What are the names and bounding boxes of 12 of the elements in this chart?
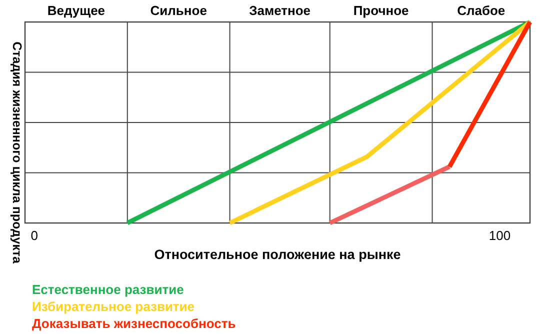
text: Естественное развитие xyxy=(32,282,184,297)
text: Слабое xyxy=(457,3,506,18)
text: Сильное xyxy=(150,3,207,18)
text: Доказывать жизнеспособность xyxy=(32,316,236,331)
text: Прочное xyxy=(353,3,409,18)
text: Избирательное развитие xyxy=(32,299,195,314)
text: Ведущее xyxy=(47,3,106,18)
x-tick-label: 0 xyxy=(30,228,38,243)
y-axis-title: Стадия жизненного цикла продукта xyxy=(10,42,24,264)
x-axis-title: Относительное положение на рынке xyxy=(154,247,402,262)
text: Заметное xyxy=(249,3,311,18)
x-tick-label: 100 xyxy=(488,228,511,243)
